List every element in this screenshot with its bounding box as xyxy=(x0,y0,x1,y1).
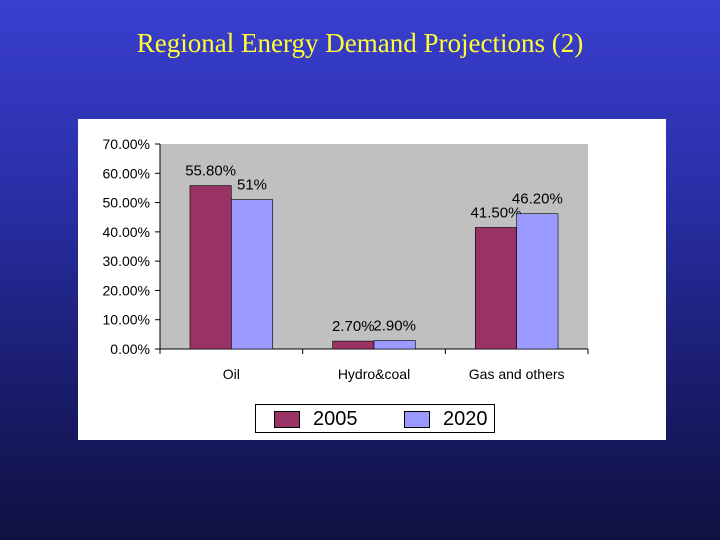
y-tick-label: 20.00% xyxy=(103,282,150,298)
chart-container: 0.00% 10.00% 20.00% 30.00% 40.00% 50.00% 60.00… xyxy=(78,119,666,440)
bar-2020 xyxy=(231,199,274,350)
data-label: 2.90% xyxy=(373,318,416,335)
bar-2005 xyxy=(332,340,375,350)
data-label: 41.50% xyxy=(471,204,522,221)
legend-item-2005: 2005 xyxy=(274,408,358,431)
y-tick-label: 40.00% xyxy=(103,224,150,240)
y-tick-label: 70.00% xyxy=(103,136,150,152)
y-tick-label: 30.00% xyxy=(103,253,150,269)
x-tick-label: Hydro&coal xyxy=(338,366,410,382)
data-label: 51% xyxy=(237,177,267,194)
data-label: 2.70% xyxy=(332,318,375,335)
bar-chart: 0.00% 10.00% 20.00% 30.00% 40.00% 50.00% 60.00… xyxy=(103,136,589,382)
y-tick-label: 50.00% xyxy=(103,195,150,211)
bar-2020 xyxy=(373,340,416,350)
slide-title: Regional Energy Demand Projections (2) xyxy=(136,28,584,58)
bar-2005 xyxy=(474,227,517,350)
data-label: 55.80% xyxy=(185,163,236,180)
bar-2020 xyxy=(516,213,559,350)
y-tick-label: 10.00% xyxy=(103,312,150,328)
y-tick-label: 60.00% xyxy=(103,165,150,181)
bar-2005 xyxy=(189,185,232,350)
legend-item-2020: 2020 xyxy=(404,408,488,431)
legend-label-2005: 2005 xyxy=(313,408,358,430)
x-tick-label: Oil xyxy=(223,366,240,382)
legend-swatch-2005 xyxy=(274,411,300,428)
chart-legend: 2005 2020 xyxy=(255,404,495,433)
data-label: 46.20% xyxy=(512,191,563,208)
y-tick-label: 0.00% xyxy=(110,341,150,357)
legend-swatch-2020 xyxy=(404,411,430,428)
legend-label-2020: 2020 xyxy=(443,408,488,430)
x-tick-label: Gas and others xyxy=(469,366,565,382)
